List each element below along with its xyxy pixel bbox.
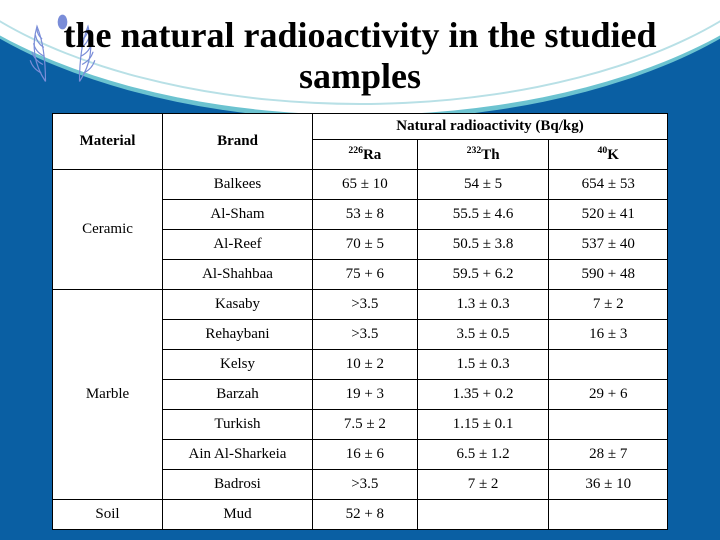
th-cell: 3.5 ± 0.5 <box>417 320 549 350</box>
th-cell: 54 ± 5 <box>417 170 549 200</box>
k-cell: 537 ± 40 <box>549 230 668 260</box>
k-cell: 590 + 48 <box>549 260 668 290</box>
ra-cell: 53 ± 8 <box>313 200 418 230</box>
ra-cell: 70 ± 5 <box>313 230 418 260</box>
brand-cell: Ain Al-Sharkeia <box>163 440 313 470</box>
col-ra: 226Ra <box>313 140 418 170</box>
ra-cell: 19 + 3 <box>313 380 418 410</box>
col-brand: Brand <box>163 114 313 170</box>
k-cell: 520 ± 41 <box>549 200 668 230</box>
k-cell: 16 ± 3 <box>549 320 668 350</box>
ra-cell: >3.5 <box>313 470 418 500</box>
col-material: Material <box>53 114 163 170</box>
ra-cell: 65 ± 10 <box>313 170 418 200</box>
k-cell: 654 ± 53 <box>549 170 668 200</box>
radioactivity-table: Material Brand Natural radioactivity (Bq… <box>52 113 668 530</box>
ra-cell: 10 ± 2 <box>313 350 418 380</box>
slide-title: the natural radioactivity in the studied… <box>0 15 720 98</box>
k-cell: 36 ± 10 <box>549 470 668 500</box>
material-cell: Marble <box>53 290 163 500</box>
ra-cell: 16 ± 6 <box>313 440 418 470</box>
k-cell <box>549 410 668 440</box>
th-cell: 1.35 + 0.2 <box>417 380 549 410</box>
material-cell: Ceramic <box>53 170 163 290</box>
k-cell <box>549 500 668 530</box>
brand-cell: Al-Reef <box>163 230 313 260</box>
table-row: SoilMud52 + 8 <box>53 500 668 530</box>
brand-cell: Mud <box>163 500 313 530</box>
k-cell: 28 ± 7 <box>549 440 668 470</box>
brand-cell: Barzah <box>163 380 313 410</box>
table-header: Material Brand Natural radioactivity (Bq… <box>53 114 668 170</box>
data-table-container: Material Brand Natural radioactivity (Bq… <box>52 113 668 530</box>
th-cell: 6.5 ± 1.2 <box>417 440 549 470</box>
th-cell: 50.5 ± 3.8 <box>417 230 549 260</box>
brand-cell: Al-Sham <box>163 200 313 230</box>
brand-cell: Badrosi <box>163 470 313 500</box>
ra-cell: >3.5 <box>313 320 418 350</box>
k-cell: 29 + 6 <box>549 380 668 410</box>
ra-cell: 7.5 ± 2 <box>313 410 418 440</box>
col-group: Natural radioactivity (Bq/kg) <box>313 114 668 140</box>
th-cell: 7 ± 2 <box>417 470 549 500</box>
table-body: CeramicBalkees65 ± 1054 ± 5654 ± 53Al-Sh… <box>53 170 668 530</box>
col-k: 40K <box>549 140 668 170</box>
th-cell <box>417 500 549 530</box>
table-row: CeramicBalkees65 ± 1054 ± 5654 ± 53 <box>53 170 668 200</box>
table-row: MarbleKasaby>3.51.3 ± 0.37 ± 2 <box>53 290 668 320</box>
th-cell: 59.5 + 6.2 <box>417 260 549 290</box>
ra-cell: >3.5 <box>313 290 418 320</box>
col-th: 232Th <box>417 140 549 170</box>
th-cell: 55.5 ± 4.6 <box>417 200 549 230</box>
k-cell: 7 ± 2 <box>549 290 668 320</box>
brand-cell: Balkees <box>163 170 313 200</box>
ra-cell: 75 + 6 <box>313 260 418 290</box>
th-cell: 1.3 ± 0.3 <box>417 290 549 320</box>
brand-cell: Rehaybani <box>163 320 313 350</box>
material-cell: Soil <box>53 500 163 530</box>
brand-cell: Turkish <box>163 410 313 440</box>
th-cell: 1.5 ± 0.3 <box>417 350 549 380</box>
brand-cell: Al-Shahbaa <box>163 260 313 290</box>
k-cell <box>549 350 668 380</box>
brand-cell: Kelsy <box>163 350 313 380</box>
brand-cell: Kasaby <box>163 290 313 320</box>
th-cell: 1.15 ± 0.1 <box>417 410 549 440</box>
ra-cell: 52 + 8 <box>313 500 418 530</box>
